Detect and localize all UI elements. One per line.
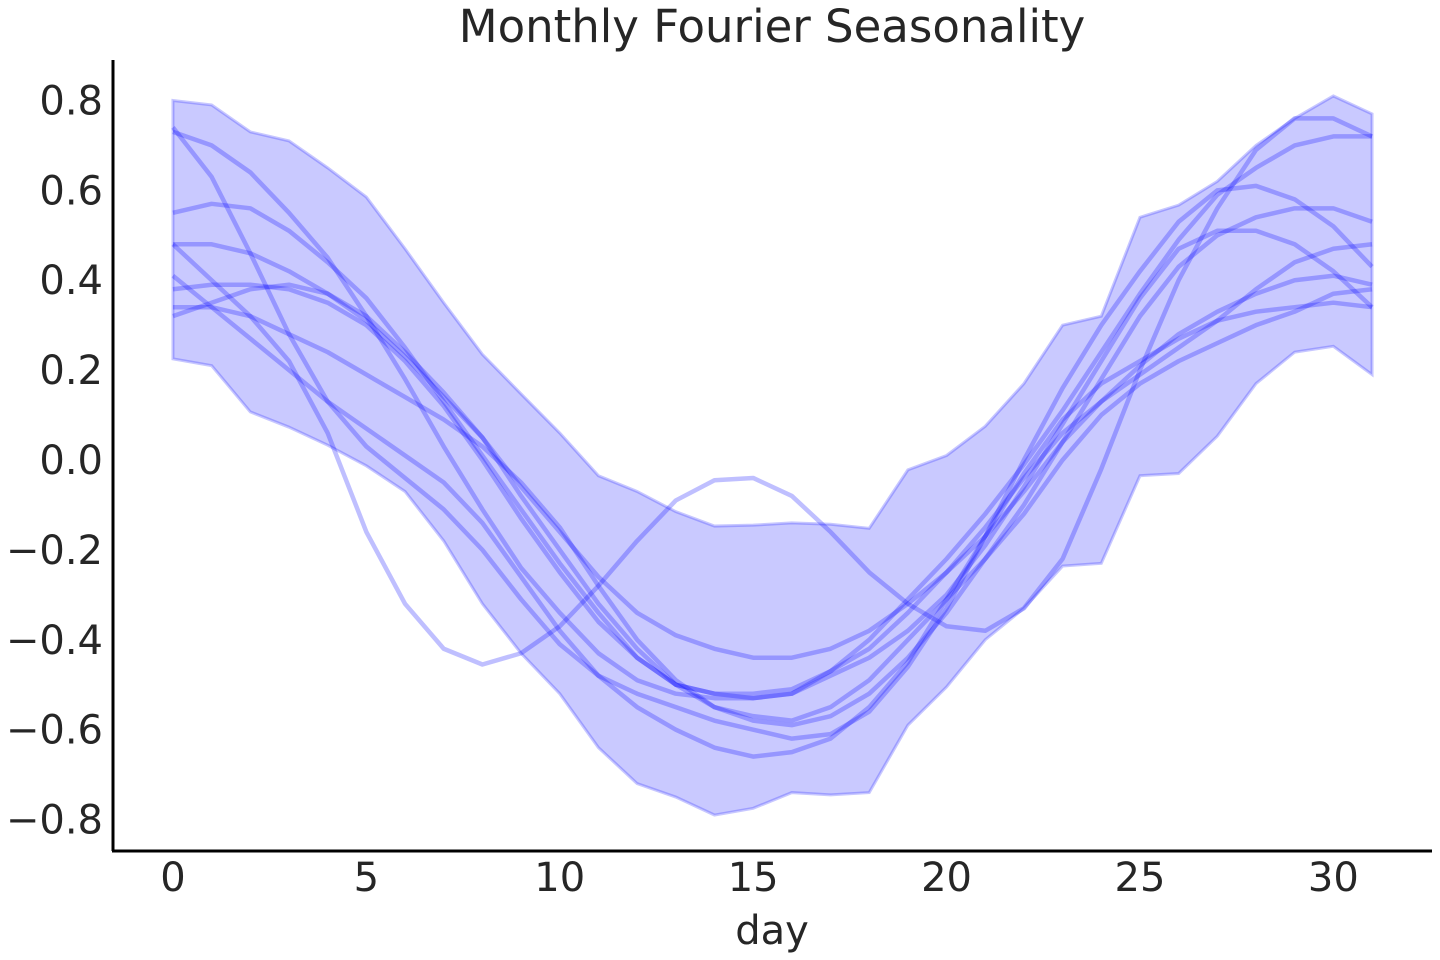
y-tick-label: −0.2	[6, 528, 103, 574]
series-line	[172, 242, 1373, 660]
x-axis-label: day	[735, 908, 809, 954]
chart-title: Monthly Fourier Seasonality	[459, 0, 1085, 53]
series-line	[172, 201, 1374, 701]
x-tick-label: 20	[921, 855, 972, 901]
x-tick-label: 5	[354, 855, 379, 901]
series-line	[172, 242, 1373, 696]
series-line	[171, 116, 1373, 667]
x-tick-label: 0	[160, 855, 185, 901]
series-line	[172, 206, 1373, 728]
x-tick-label: 15	[728, 855, 779, 901]
y-tick-label: 0.4	[39, 258, 103, 304]
y-tick-label: −0.6	[6, 708, 103, 754]
x-tick-label: 10	[534, 855, 585, 901]
y-tick-label: −0.4	[6, 618, 103, 664]
y-tick-label: 0.2	[39, 348, 103, 394]
y-tick-label: 0.6	[39, 168, 103, 214]
y-tick-label: −0.8	[6, 798, 103, 844]
x-tick-label: 25	[1115, 855, 1166, 901]
series-line	[172, 129, 1373, 701]
x-tick-label: 30	[1308, 855, 1359, 901]
series-line	[171, 126, 1374, 741]
y-tick-label: 0.0	[39, 438, 103, 484]
y-tick-label: 0.8	[39, 78, 103, 124]
series-line	[171, 273, 1373, 759]
uncertainty-band	[171, 94, 1374, 817]
series-line	[172, 286, 1373, 723]
